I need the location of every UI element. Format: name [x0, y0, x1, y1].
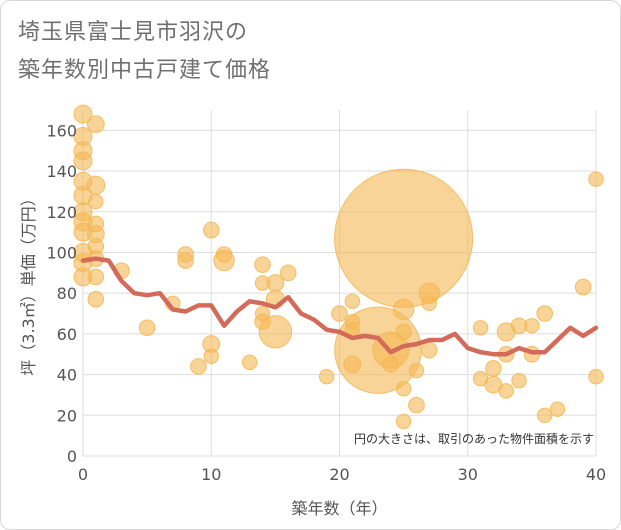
data-bubble — [138, 319, 156, 337]
data-bubble — [177, 252, 194, 269]
data-bubble — [537, 407, 553, 423]
y-tick-label: 40 — [57, 366, 77, 385]
x-tick-label: 10 — [201, 465, 221, 484]
data-bubble — [87, 268, 105, 286]
data-bubble — [408, 362, 425, 379]
data-bubble — [254, 256, 271, 273]
data-bubble — [334, 168, 474, 308]
x-tick-label: 0 — [78, 465, 88, 484]
chart-title-line-2: 築年数別中古戸建て価格 — [18, 58, 272, 83]
data-bubble — [331, 305, 348, 322]
y-tick-label: 120 — [46, 203, 77, 222]
x-axis-label: 築年数（年） — [291, 499, 387, 518]
data-bubble — [588, 171, 604, 187]
data-bubble — [202, 221, 220, 239]
chart-title-line-1: 埼玉県富士見市羽沢の — [18, 20, 249, 45]
data-bubble — [343, 355, 362, 374]
data-bubble — [318, 368, 335, 385]
data-bubble — [203, 348, 219, 364]
data-bubble — [88, 193, 104, 210]
data-bubble — [87, 290, 105, 308]
data-bubble — [472, 320, 489, 336]
data-bubble — [254, 275, 271, 291]
y-tick-label: 80 — [57, 284, 77, 303]
data-bubble — [511, 372, 527, 389]
data-bubble — [395, 323, 412, 341]
y-tick-label: 140 — [46, 162, 77, 181]
data-bubble — [588, 368, 604, 385]
y-tick-label: 0 — [67, 447, 77, 466]
data-bubble — [344, 293, 361, 310]
x-tick-label: 30 — [458, 465, 478, 484]
data-bubble — [536, 305, 554, 322]
y-tick-label: 60 — [57, 325, 77, 344]
data-bubble — [395, 413, 412, 430]
data-bubble — [190, 358, 207, 375]
data-bubble — [485, 360, 502, 377]
x-tick-label: 40 — [586, 465, 606, 484]
data-bubble — [392, 298, 415, 321]
data-bubble — [73, 104, 93, 124]
data-bubble — [73, 151, 93, 171]
x-tick-label: 20 — [329, 465, 349, 484]
data-bubble — [549, 401, 566, 417]
data-bubble — [421, 295, 437, 312]
data-bubble — [87, 215, 105, 233]
data-bubble — [215, 246, 233, 263]
data-bubble — [254, 305, 271, 322]
data-bubble — [86, 175, 106, 195]
axis-ticks: 0 10 20 30 40 0 20 40 60 80 100 120 140 160 — [46, 121, 606, 484]
data-bubble — [574, 278, 592, 296]
data-bubble — [395, 381, 412, 397]
data-bubble — [86, 115, 105, 134]
data-bubble — [420, 341, 438, 359]
data-bubble — [408, 396, 425, 414]
data-bubble — [242, 354, 258, 371]
data-bubble — [382, 356, 400, 373]
data-bubble — [279, 264, 297, 282]
size-legend-note: 円の大きさは、取引のあった物件面積を示す — [354, 431, 594, 446]
y-tick-label: 160 — [46, 121, 77, 140]
bubble-series — [73, 104, 604, 430]
data-bubble — [472, 370, 489, 387]
y-tick-label: 100 — [46, 243, 77, 262]
data-bubble — [498, 383, 514, 399]
data-bubble — [524, 318, 540, 334]
trend-line — [80, 256, 599, 357]
y-tick-label: 20 — [57, 406, 77, 425]
y-axis-label: 坪（3.3㎡）単価（万円） — [19, 190, 38, 375]
